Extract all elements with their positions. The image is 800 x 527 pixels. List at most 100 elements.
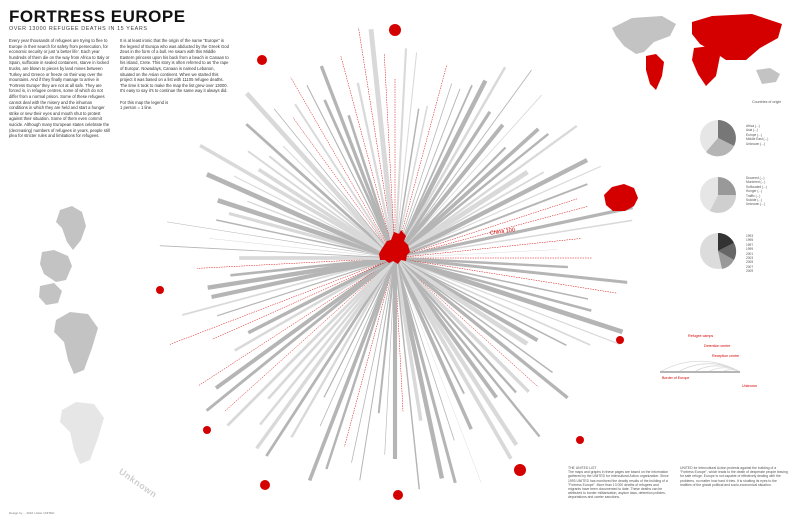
- refugee-ray: [217, 198, 396, 261]
- refugee-ray: [394, 69, 532, 259]
- ray-group: [159, 27, 633, 490]
- intro-text-col2: It is at least ironic that the origin of…: [120, 38, 229, 111]
- refugee-ray: [368, 29, 398, 259]
- world-map: [606, 8, 794, 100]
- refugee-ray: [394, 257, 482, 483]
- refugee-ray: [394, 257, 455, 441]
- refugee-ray: [393, 256, 529, 346]
- africa-silhouette-3: [39, 283, 62, 305]
- refugee-ray: [359, 257, 396, 481]
- refugee-ray: [393, 256, 569, 400]
- africa-silhouette-1: [56, 206, 86, 250]
- refugee-ray: [169, 257, 396, 345]
- origin-marker: [514, 464, 526, 476]
- refugee-ray: [394, 132, 550, 259]
- refugee-ray: [394, 257, 421, 490]
- refugee-ray: [394, 219, 633, 259]
- origin-marker: [156, 286, 164, 294]
- refugee-ray: [205, 256, 396, 412]
- origin-marker: [257, 55, 267, 65]
- refugee-ray: [207, 255, 396, 290]
- refugee-ray: [393, 257, 423, 421]
- page-subtitle: OVER 13000 REFUGEE DEATHS IN 15 YEARS: [9, 26, 148, 32]
- refugee-ray: [159, 245, 396, 259]
- world-caption: Countries of origin: [752, 100, 782, 104]
- refugee-ray: [394, 256, 628, 284]
- arc-label-4: Unknown: [742, 384, 757, 388]
- refugee-ray: [394, 257, 591, 346]
- europe-map-icon: [379, 230, 410, 264]
- pie-chart-cause: [700, 177, 736, 213]
- pie-chart-year: [700, 233, 737, 269]
- refugee-ray: [394, 183, 588, 259]
- refugee-ray: [393, 170, 529, 260]
- refugee-ray: [394, 255, 624, 335]
- refugee-ray: [245, 123, 396, 260]
- refugee-ray: [351, 257, 396, 463]
- refugee-ray: [294, 103, 396, 259]
- refugee-ray: [394, 257, 589, 300]
- arc-label-3: Reception centre: [712, 354, 740, 358]
- intro-text-col1: Every year thousands of refugees are try…: [9, 38, 110, 139]
- refugee-ray: [247, 256, 396, 335]
- refugee-ray: [393, 127, 540, 260]
- refugee-ray: [265, 257, 397, 457]
- refugee-ray: [273, 108, 396, 259]
- refugee-ray: [384, 257, 396, 455]
- origin-marker: [393, 490, 403, 500]
- refugee-ray: [394, 198, 579, 259]
- refugee-ray: [393, 123, 505, 260]
- continent-silhouettes: [39, 206, 104, 464]
- africa-silhouette-4: [54, 312, 98, 374]
- refugee-ray: [393, 48, 408, 259]
- refugee-ray: [394, 64, 448, 259]
- refugee-ray: [290, 77, 396, 259]
- refugee-ray: [394, 165, 601, 259]
- pie-chart-origin: [700, 120, 736, 157]
- origin-marker: [576, 436, 584, 444]
- refugee-ray: [394, 257, 539, 388]
- africa-silhouette-2: [40, 250, 72, 282]
- refugee-ray: [356, 82, 397, 259]
- origin-marker: [616, 336, 624, 344]
- refugee-ray: [347, 114, 397, 259]
- distance-arcs: [659, 360, 741, 373]
- arc-label-0: Border of Europe: [662, 376, 690, 380]
- refugee-ray: [393, 66, 507, 259]
- refugee-ray: [393, 257, 513, 460]
- refugee-ray: [393, 257, 473, 430]
- refugee-ray: [392, 257, 445, 479]
- footer-text-left: THE UNITED LIST The maps and graphs in t…: [568, 466, 669, 500]
- refugee-ray: [394, 83, 453, 259]
- origin-marker: [389, 24, 401, 36]
- refugee-ray: [306, 84, 396, 259]
- refugee-ray: [393, 79, 488, 260]
- refugee-ray: [394, 158, 589, 260]
- refugee-ray: [393, 256, 531, 394]
- pie-legend-origin: Africa (...) Asia (...) Europe (...) Mid…: [746, 124, 769, 146]
- refugee-ray: [166, 221, 396, 259]
- refugee-ray: [393, 110, 492, 259]
- refugee-ray: [224, 257, 396, 412]
- refugee-ray: [394, 205, 633, 260]
- refugee-ray: [198, 257, 396, 386]
- footer-text-right: UNITED for Intercultural Action protests…: [680, 466, 788, 487]
- refugee-ray: [377, 257, 396, 414]
- refugee-ray: [212, 257, 396, 340]
- refugee-ray: [394, 249, 558, 259]
- refugee-ray: [394, 257, 553, 374]
- refugee-ray: [307, 257, 397, 482]
- refugee-ray: [214, 256, 397, 390]
- africa-silhouette-5: [60, 402, 104, 464]
- refugee-ray: [344, 257, 396, 447]
- refugee-ray: [394, 257, 517, 394]
- refugee-ray: [323, 257, 396, 398]
- refugee-ray: [394, 88, 461, 259]
- refugee-ray: [393, 256, 519, 447]
- pie-legend-cause: Drowned (...) Murdered (...) Suffocated …: [746, 176, 767, 207]
- refugee-ray: [226, 256, 397, 427]
- refugee-ray: [230, 256, 396, 277]
- refugee-ray: [384, 54, 396, 259]
- refugee-ray: [394, 238, 582, 259]
